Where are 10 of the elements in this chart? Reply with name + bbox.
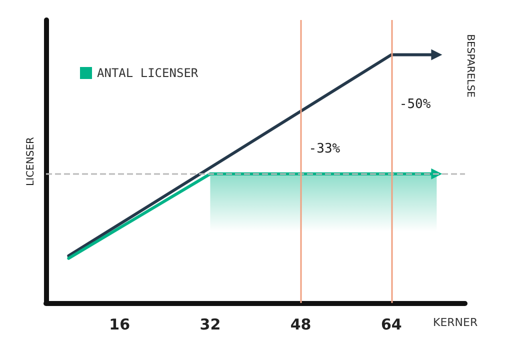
annotation: -33% [308,142,340,157]
annotation: BESPARELSE [464,34,476,98]
annotation: -50% [399,96,431,112]
legend-label: ANTAL LICENSER [97,66,199,80]
x-tick-label: 16 [109,316,130,334]
x-axis-title: KERNER [433,316,478,329]
x-tick-label: 32 [200,316,221,334]
x-tick-label: 64 [380,316,402,334]
y-axis-title: LICENSER [26,136,36,186]
x-tick-label: 48 [290,316,312,334]
